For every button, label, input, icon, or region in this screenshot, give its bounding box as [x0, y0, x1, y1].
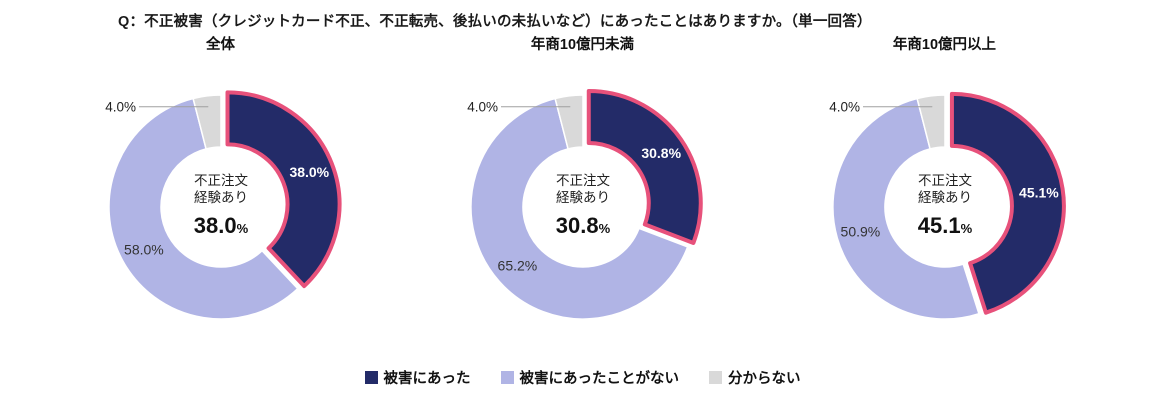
slice-label: 4.0%	[105, 99, 136, 114]
center-label-line: 経験あり	[918, 190, 972, 205]
slice-label: 45.1%	[1019, 184, 1059, 200]
chart-title-over-1b: 年商10億円以上	[892, 37, 997, 53]
legend-label-hit: 被害にあった	[383, 371, 471, 387]
center-value: 45.1%	[917, 213, 972, 238]
chart-title-under-1b: 年商10億円未満	[530, 37, 635, 53]
center-value: 30.8%	[555, 213, 610, 238]
center-label-line: 不正注文	[556, 173, 610, 188]
page-title: Q：不正被害（クレジットカード不正、不正転売、後払いの未払いなど）にあったことは…	[118, 14, 872, 30]
chart-under-1b: 年商10億円未満 30.8% 65.2% 4.0% 不正注文経験あり 30.8%	[402, 35, 764, 367]
legend-swatch-hit-icon	[364, 371, 378, 384]
slice-label: 58.0%	[124, 241, 164, 257]
charts-row: 全体 38.0% 58.0% 4.0% 不正注文経験あり 38.0% 年商10億円未満 …	[0, 35, 1165, 367]
legend-label-no-hit: 被害にあったことがない	[519, 371, 680, 387]
slice-label: 65.2%	[497, 258, 537, 274]
donut-slice	[831, 97, 980, 320]
center-label-line: 経験あり	[194, 190, 248, 205]
slice-label: 4.0%	[467, 99, 498, 114]
legend: 被害にあった 被害にあったことがない 分からない	[0, 367, 1165, 388]
donut-slice	[915, 94, 946, 150]
donut-slice-highlighted	[586, 89, 703, 245]
donut-slice-highlighted	[949, 91, 1066, 315]
donut-slice	[553, 94, 584, 150]
center-value: 38.0%	[193, 213, 248, 238]
chart-overall: 全体 38.0% 58.0% 4.0% 不正注文経験あり 38.0%	[40, 35, 402, 367]
center-label-line: 不正注文	[918, 173, 972, 188]
survey-donut-page: Q：不正被害（クレジットカード不正、不正転売、後払いの未払いなど）にあったことは…	[0, 14, 1165, 388]
donut-slice	[469, 97, 688, 320]
legend-item-hit: 被害にあった	[364, 367, 471, 388]
legend-swatch-no-hit-icon	[500, 371, 514, 384]
chart-title-overall: 全体	[206, 37, 235, 53]
slice-label: 38.0%	[289, 164, 329, 180]
donut-slice	[191, 94, 222, 150]
center-label-line: 経験あり	[556, 190, 610, 205]
chart-over-1b: 年商10億円以上 45.1% 50.9% 4.0% 不正注文経験あり 45.1%	[764, 35, 1126, 367]
legend-label-unknown: 分からない	[728, 371, 801, 387]
donut-slice	[107, 97, 298, 320]
slice-label: 50.9%	[840, 223, 880, 239]
slice-label: 4.0%	[829, 99, 860, 114]
slice-label: 30.8%	[641, 145, 681, 161]
legend-item-unknown: 分からない	[709, 367, 801, 388]
legend-swatch-unknown-icon	[709, 371, 722, 384]
legend-item-no-hit: 被害にあったことがない	[500, 367, 680, 388]
center-label-line: 不正注文	[194, 173, 248, 188]
donut-slice-highlighted	[225, 90, 341, 289]
